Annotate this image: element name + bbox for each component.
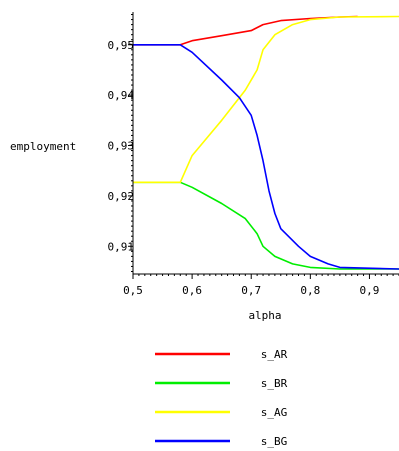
x-tick-label: 0,7 xyxy=(241,284,261,297)
y-ticks: 0,91 0,92 0,93 0,94 0,95 xyxy=(108,39,135,254)
legend: s_AR s_BR s_AG s_BG xyxy=(155,348,288,448)
axes xyxy=(128,12,399,279)
y-tick-label: 0,92 xyxy=(108,190,135,203)
x-axis-label: alpha xyxy=(248,309,281,322)
x-tick-label: 0,5 xyxy=(123,284,143,297)
y-minor-ticks xyxy=(128,14,133,272)
legend-label: s_AR xyxy=(261,348,288,361)
legend-label: s_AG xyxy=(261,406,288,419)
legend-label: s_BR xyxy=(261,377,288,390)
series-line-s-ag xyxy=(133,15,399,184)
plot-lines xyxy=(133,15,399,270)
series-line-s-ar xyxy=(133,15,358,46)
series-line-s-br xyxy=(133,181,399,270)
x-tick-label: 0,8 xyxy=(300,284,320,297)
series-line-s-bg xyxy=(133,43,399,270)
y-tick-label: 0,95 xyxy=(108,39,135,52)
y-tick-label: 0,94 xyxy=(108,89,135,102)
x-minor-ticks xyxy=(132,274,399,279)
x-ticks: 0,5 0,6 0,7 0,8 0,9 xyxy=(123,284,379,297)
y-tick-label: 0,91 xyxy=(108,240,135,253)
y-axis-label: employment xyxy=(10,140,76,153)
y-tick-label: 0,93 xyxy=(108,140,135,153)
x-tick-label: 0,9 xyxy=(360,284,380,297)
legend-label: s_BG xyxy=(261,435,288,448)
x-tick-label: 0,6 xyxy=(182,284,202,297)
